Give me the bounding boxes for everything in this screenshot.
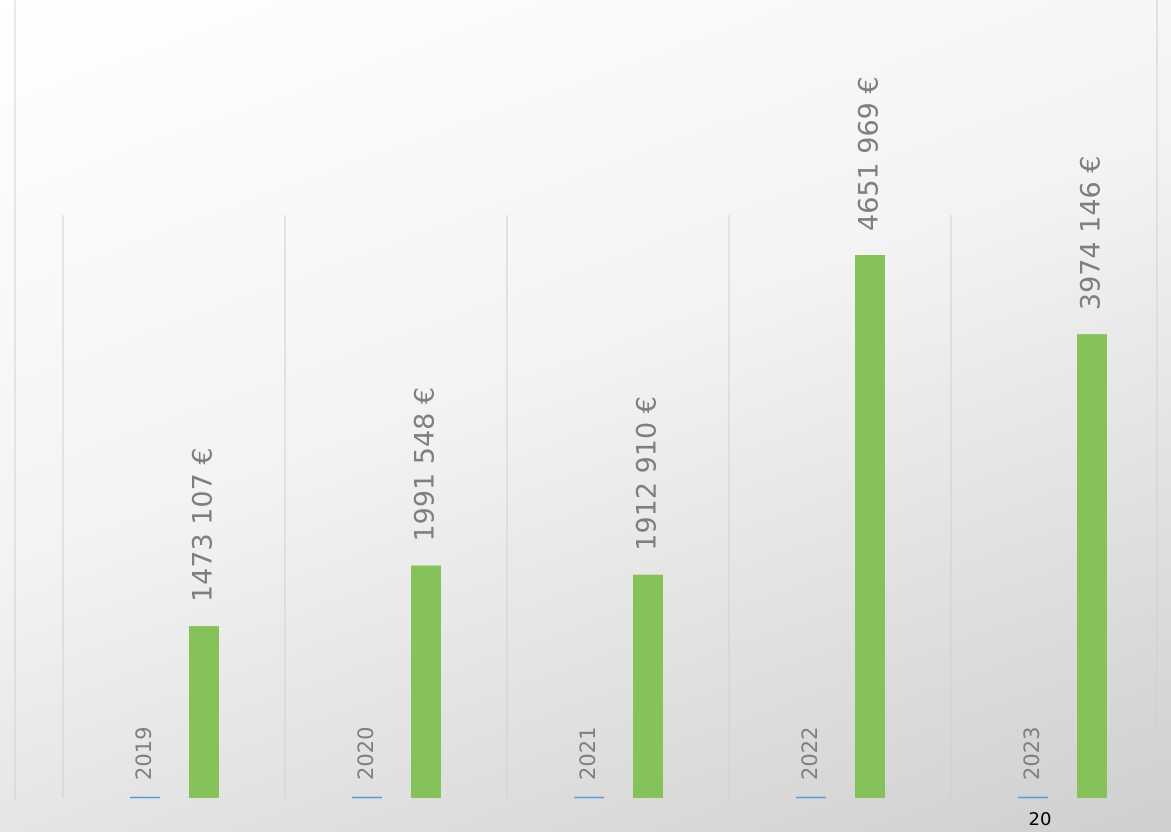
category-label: 2023 [1020,727,1044,780]
bar [1077,334,1107,798]
category-label: 2021 [576,727,600,780]
bar [633,574,663,798]
category-label: 2020 [354,727,378,780]
bar [855,254,885,798]
value-label: 1912 910 € [632,396,663,551]
value-label: 1991 548 € [410,387,441,542]
page-number: 20 [1029,809,1052,830]
value-label: 3974 146 € [1076,156,1107,311]
bar [189,626,219,798]
value-label: 4651 969 € [854,76,885,231]
category-label: 2019 [132,727,156,780]
bar [411,565,441,798]
category-label: 2022 [798,727,822,780]
value-label: 1473 107 € [188,447,219,602]
